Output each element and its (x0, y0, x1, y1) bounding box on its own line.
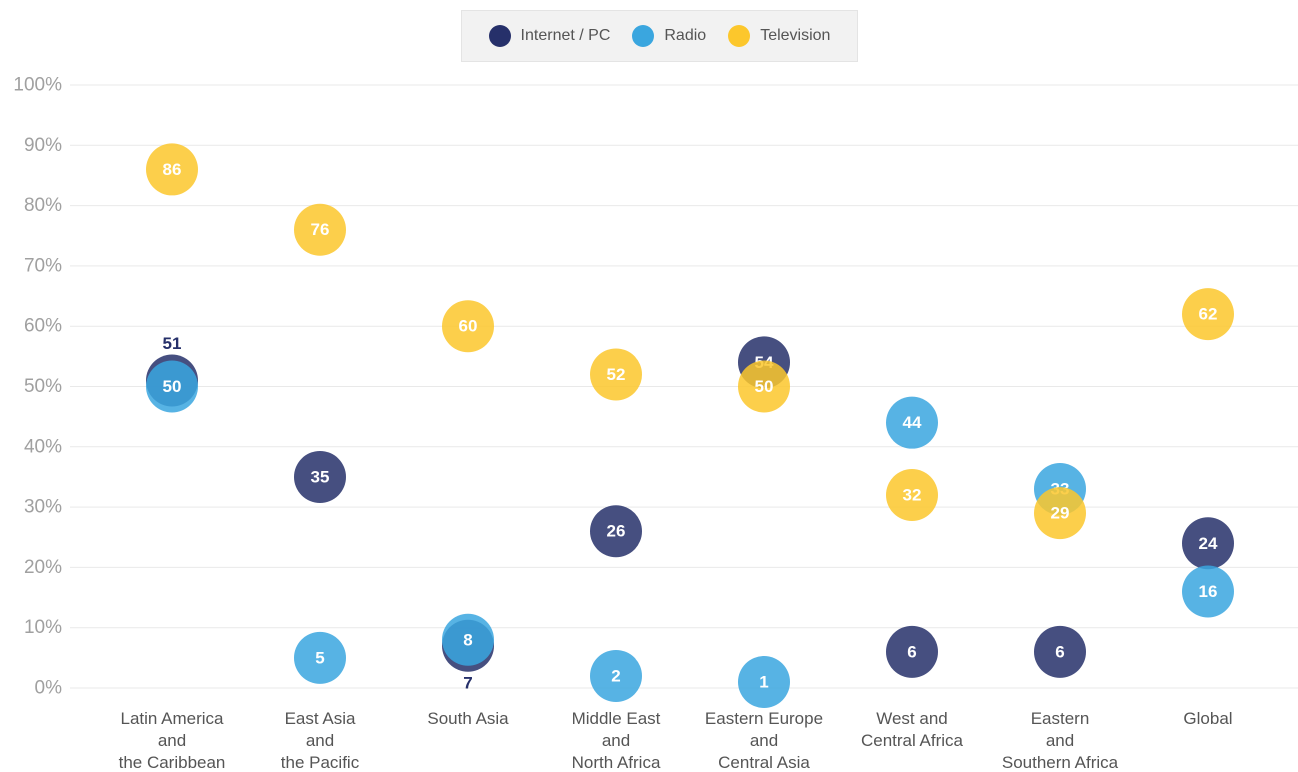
data-label: 44 (903, 413, 922, 432)
dot (886, 625, 938, 678)
dot (590, 348, 642, 401)
dot (146, 360, 198, 413)
y-tick-label: 50% (24, 376, 62, 397)
data-label: 1 (759, 672, 768, 691)
data-label: 86 (163, 160, 182, 179)
y-tick-label: 40% (24, 436, 62, 457)
legend-label: Radio (664, 27, 707, 44)
data-label: 35 (311, 467, 330, 486)
y-tick-label: 80% (24, 195, 62, 216)
dot (146, 143, 198, 196)
x-tick-label: South Asia (427, 709, 509, 728)
dot (294, 450, 346, 503)
dot (1182, 565, 1234, 618)
legend-label: Internet / PC (520, 27, 611, 44)
y-tick-label: 100% (13, 75, 62, 96)
x-tick-label: Eastern Europe and Central Asia (704, 709, 824, 772)
x-tick-label: East Asia and the Pacific (280, 709, 360, 772)
y-tick-label: 10% (24, 617, 62, 638)
dot (442, 613, 494, 666)
dot (738, 360, 790, 413)
legend-swatch (728, 25, 751, 47)
data-label: 52 (607, 365, 626, 384)
data-label: 26 (607, 522, 626, 541)
dot (738, 655, 790, 708)
x-tick-label: West and Central Africa (860, 709, 964, 750)
legend-label: Television (760, 27, 831, 44)
data-label: 16 (1199, 582, 1218, 601)
data-label: 32 (903, 486, 922, 505)
dot (1034, 487, 1086, 540)
y-tick-label: 90% (24, 135, 62, 156)
y-tick-label: 0% (35, 678, 63, 699)
x-tick-label: Latin America and the Caribbean (118, 709, 226, 772)
data-label: 60 (459, 317, 478, 336)
dot (442, 300, 494, 353)
x-tick-label: Eastern and Southern Africa (1001, 709, 1119, 772)
data-label: 29 (1051, 504, 1070, 523)
y-tick-label: 70% (24, 255, 62, 276)
legend-item: Internet / PC (488, 25, 611, 47)
legend-item: Radio (632, 25, 706, 47)
x-tick-label: Middle East and North Africa (571, 709, 661, 772)
dot (1182, 288, 1234, 341)
y-tick-label: 30% (24, 497, 62, 518)
y-tick-label: 60% (24, 316, 62, 337)
data-label: 62 (1199, 305, 1218, 324)
data-label: 5 (315, 648, 324, 667)
y-tick-label: 20% (24, 557, 62, 578)
data-label: 8 (463, 630, 472, 649)
data-label: 50 (163, 377, 182, 396)
dot (294, 631, 346, 684)
legend-item: Television (728, 25, 830, 47)
data-label: 76 (311, 220, 330, 239)
legend: Internet / PC Radio Television (461, 10, 858, 62)
dot (590, 505, 642, 558)
data-label: 2 (611, 666, 620, 685)
data-label: 7 (463, 673, 472, 692)
data-label: 6 (907, 642, 916, 661)
dot (886, 469, 938, 522)
x-tick-label: Global (1183, 709, 1233, 728)
data-label: 6 (1055, 642, 1064, 661)
dot (1182, 517, 1234, 570)
dot (590, 649, 642, 702)
dot (886, 396, 938, 449)
data-label: 50 (755, 377, 774, 396)
data-label: 51 (163, 334, 182, 353)
legend-swatch (488, 25, 511, 47)
data-label: 24 (1199, 534, 1218, 553)
dot (1034, 625, 1086, 678)
legend-swatch (632, 25, 655, 47)
dot (294, 203, 346, 256)
